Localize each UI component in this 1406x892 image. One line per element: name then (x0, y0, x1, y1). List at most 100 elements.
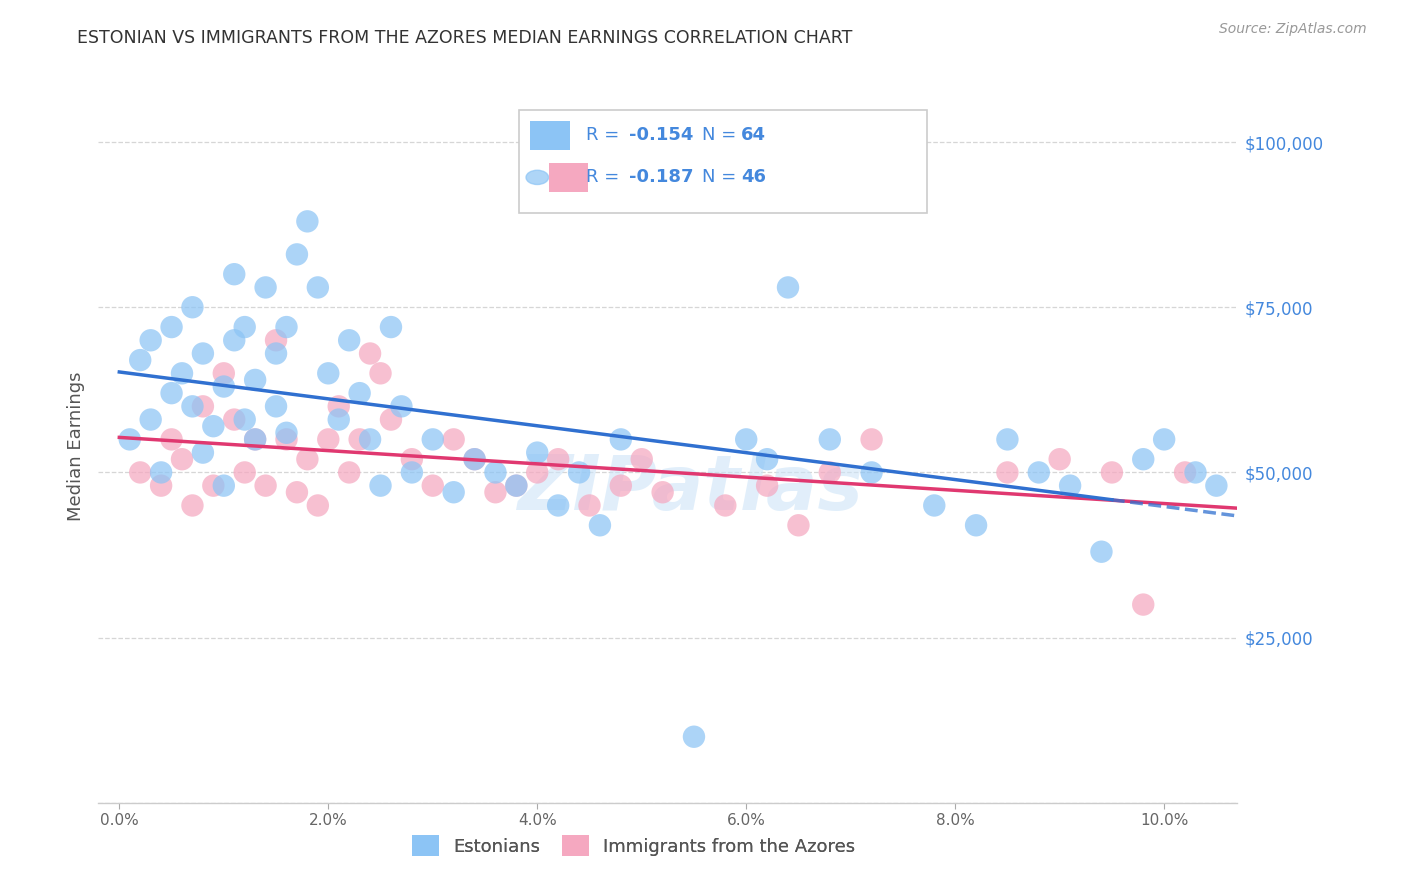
Point (505, 478, 527, 492)
Point (505, 478, 527, 492)
Point (1028, 466, 1050, 480)
Point (756, 478, 779, 492)
Point (1205, 478, 1227, 492)
Point (328, 412, 350, 426)
Point (349, 433, 371, 447)
Y-axis label: Median Earnings: Median Earnings (66, 371, 84, 521)
Point (150, 478, 173, 492)
Point (484, 466, 506, 480)
Point (735, 433, 758, 447)
Point (276, 425, 298, 440)
Point (337, 333, 360, 347)
Point (160, 386, 183, 401)
Point (818, 466, 841, 480)
Text: R =: R = (586, 169, 626, 186)
Point (547, 452, 569, 467)
Point (401, 452, 423, 467)
Point (129, 466, 152, 480)
Legend: Estonians, Immigrants from the Azores: Estonians, Immigrants from the Azores (402, 826, 865, 865)
Point (243, 433, 266, 447)
Point (464, 452, 486, 467)
Text: -0.154: -0.154 (628, 127, 693, 145)
Point (359, 346, 381, 360)
Point (243, 373, 266, 387)
Point (683, 730, 706, 744)
Point (212, 478, 235, 492)
Point (1090, 545, 1112, 559)
Point (1153, 433, 1175, 447)
Point (464, 452, 486, 467)
Point (264, 400, 287, 414)
Point (297, 214, 319, 228)
Point (1101, 466, 1123, 480)
Point (526, 445, 548, 459)
Point (1059, 478, 1081, 492)
Point (254, 478, 277, 492)
Text: N =: N = (702, 127, 742, 145)
Point (370, 478, 392, 492)
Point (202, 419, 225, 434)
Text: ZIPatlas: ZIPatlas (517, 452, 863, 525)
Point (170, 367, 193, 381)
Point (997, 466, 1019, 480)
Point (191, 346, 214, 360)
Point (860, 433, 883, 447)
Point (191, 445, 214, 459)
Point (233, 466, 256, 480)
Point (181, 400, 204, 414)
Point (170, 452, 193, 467)
Point (922, 499, 945, 513)
Point (422, 478, 444, 492)
Point (651, 485, 673, 500)
Point (401, 466, 423, 480)
Point (297, 452, 319, 467)
Point (1049, 452, 1071, 467)
Point (139, 333, 162, 347)
Point (610, 478, 633, 492)
Point (224, 267, 246, 281)
Point (202, 478, 225, 492)
Text: N =: N = (702, 169, 742, 186)
Point (276, 320, 298, 334)
Text: 64: 64 (741, 127, 766, 145)
Point (160, 320, 183, 334)
Point (422, 433, 444, 447)
Point (776, 280, 799, 294)
Point (568, 466, 591, 480)
Point (233, 320, 256, 334)
Point (118, 433, 141, 447)
Point (526, 466, 548, 480)
Point (307, 280, 329, 294)
Point (714, 499, 737, 513)
Point (443, 433, 465, 447)
Point (484, 485, 506, 500)
Text: R =: R = (586, 127, 626, 145)
Point (359, 433, 381, 447)
Point (328, 400, 350, 414)
Text: 46: 46 (741, 169, 766, 186)
Point (285, 485, 308, 500)
Point (307, 499, 329, 513)
Point (818, 433, 841, 447)
Point (316, 433, 339, 447)
Point (578, 499, 600, 513)
Point (129, 353, 152, 368)
Point (380, 412, 402, 426)
Point (349, 386, 371, 401)
Point (1132, 598, 1154, 612)
Point (160, 433, 183, 447)
Point (316, 367, 339, 381)
Point (224, 333, 246, 347)
Point (443, 485, 465, 500)
Text: ESTONIAN VS IMMIGRANTS FROM THE AZORES MEDIAN EARNINGS CORRELATION CHART: ESTONIAN VS IMMIGRANTS FROM THE AZORES M… (77, 29, 852, 46)
Point (212, 367, 235, 381)
Point (965, 518, 987, 533)
Point (337, 466, 360, 480)
Point (589, 518, 612, 533)
Point (1174, 466, 1197, 480)
Text: Source: ZipAtlas.com: Source: ZipAtlas.com (1219, 22, 1367, 37)
Point (860, 466, 883, 480)
Text: -0.187: -0.187 (628, 169, 693, 186)
Point (233, 412, 256, 426)
Point (997, 433, 1019, 447)
